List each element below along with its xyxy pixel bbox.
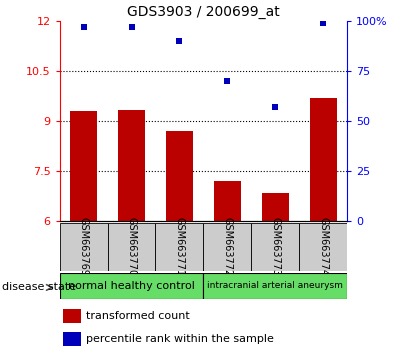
- Point: [272, 104, 279, 110]
- Text: intracranial arterial aneurysm: intracranial arterial aneurysm: [208, 281, 343, 290]
- Text: transformed count: transformed count: [86, 311, 189, 321]
- Text: GSM663774: GSM663774: [319, 217, 328, 276]
- Text: GSM663769: GSM663769: [79, 217, 88, 276]
- Bar: [70, 111, 97, 221]
- Bar: [214, 181, 240, 221]
- Bar: [63, 332, 81, 346]
- Bar: [310, 98, 337, 221]
- Bar: [60, 273, 203, 299]
- Text: GSM663770: GSM663770: [127, 217, 136, 276]
- Text: normal healthy control: normal healthy control: [68, 281, 195, 291]
- Point: [80, 24, 87, 30]
- Point: [320, 21, 327, 26]
- Bar: [203, 273, 347, 299]
- Bar: [108, 223, 155, 271]
- Bar: [155, 223, 203, 271]
- Text: disease state: disease state: [2, 282, 76, 292]
- Text: GSM663772: GSM663772: [222, 217, 232, 276]
- Point: [176, 38, 183, 44]
- Point: [224, 79, 231, 84]
- Bar: [118, 110, 145, 221]
- Text: percentile rank within the sample: percentile rank within the sample: [86, 334, 274, 344]
- Title: GDS3903 / 200699_at: GDS3903 / 200699_at: [127, 5, 280, 19]
- Point: [128, 24, 135, 30]
- Bar: [203, 223, 252, 271]
- Text: GSM663773: GSM663773: [270, 217, 280, 276]
- Bar: [60, 223, 108, 271]
- Bar: [299, 223, 347, 271]
- Bar: [63, 309, 81, 323]
- Bar: [262, 193, 289, 221]
- Bar: [166, 131, 193, 221]
- Bar: [252, 223, 299, 271]
- Text: GSM663771: GSM663771: [175, 217, 185, 276]
